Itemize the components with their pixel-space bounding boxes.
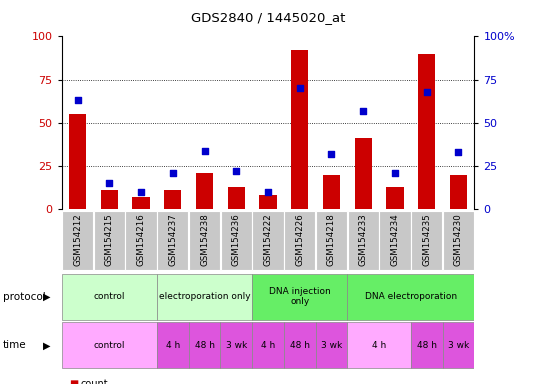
Bar bbox=[196, 173, 213, 209]
Bar bbox=[164, 190, 182, 209]
Point bbox=[391, 170, 399, 176]
Bar bbox=[157, 323, 189, 369]
Text: GSM154215: GSM154215 bbox=[105, 214, 114, 266]
Bar bbox=[125, 210, 157, 270]
Text: GSM154233: GSM154233 bbox=[359, 214, 368, 266]
Bar bbox=[62, 323, 157, 369]
Point bbox=[295, 85, 304, 91]
Bar bbox=[69, 114, 86, 209]
Bar bbox=[379, 210, 411, 270]
Bar bbox=[62, 210, 93, 270]
Text: GSM154238: GSM154238 bbox=[200, 214, 209, 266]
Bar bbox=[418, 54, 435, 209]
Text: GSM154234: GSM154234 bbox=[391, 214, 399, 266]
Text: time: time bbox=[3, 340, 26, 351]
Text: 48 h: 48 h bbox=[416, 341, 437, 350]
Bar bbox=[221, 210, 252, 270]
Bar bbox=[252, 273, 347, 319]
Text: 48 h: 48 h bbox=[195, 341, 214, 350]
Text: count: count bbox=[80, 379, 108, 384]
Bar bbox=[252, 323, 284, 369]
Text: 48 h: 48 h bbox=[290, 341, 310, 350]
Bar bbox=[316, 323, 347, 369]
Text: GSM154218: GSM154218 bbox=[327, 214, 336, 266]
Bar bbox=[220, 323, 252, 369]
Point bbox=[232, 168, 241, 174]
Bar bbox=[347, 323, 411, 369]
Text: DNA electroporation: DNA electroporation bbox=[365, 292, 457, 301]
Point bbox=[168, 170, 177, 176]
Bar bbox=[354, 139, 372, 209]
Text: 4 h: 4 h bbox=[166, 341, 180, 350]
Bar bbox=[132, 197, 150, 209]
Bar bbox=[291, 50, 309, 209]
Text: GSM154212: GSM154212 bbox=[73, 214, 82, 266]
Bar bbox=[443, 210, 474, 270]
Point bbox=[73, 98, 82, 104]
Bar bbox=[386, 187, 404, 209]
Text: GSM154237: GSM154237 bbox=[168, 214, 177, 266]
Bar bbox=[94, 210, 125, 270]
Bar bbox=[189, 210, 220, 270]
Bar bbox=[101, 190, 118, 209]
Point bbox=[264, 189, 272, 195]
Bar bbox=[259, 195, 277, 209]
Text: GSM154222: GSM154222 bbox=[264, 214, 272, 266]
Text: 3 wk: 3 wk bbox=[226, 341, 247, 350]
Text: 4 h: 4 h bbox=[261, 341, 275, 350]
Text: 4 h: 4 h bbox=[372, 341, 386, 350]
Text: control: control bbox=[93, 341, 125, 350]
Bar bbox=[252, 210, 284, 270]
Text: GSM154235: GSM154235 bbox=[422, 214, 431, 266]
Bar bbox=[347, 273, 474, 319]
Bar bbox=[348, 210, 379, 270]
Bar bbox=[157, 210, 188, 270]
Bar bbox=[443, 323, 474, 369]
Text: GDS2840 / 1445020_at: GDS2840 / 1445020_at bbox=[191, 11, 345, 24]
Bar bbox=[450, 175, 467, 209]
Text: ▶: ▶ bbox=[43, 340, 51, 351]
Text: ▶: ▶ bbox=[43, 291, 51, 302]
Bar bbox=[411, 323, 443, 369]
Point bbox=[137, 189, 145, 195]
Bar bbox=[157, 273, 252, 319]
Text: GSM154230: GSM154230 bbox=[454, 214, 463, 266]
Text: 3 wk: 3 wk bbox=[321, 341, 342, 350]
Bar bbox=[284, 210, 315, 270]
Bar bbox=[411, 210, 442, 270]
Text: ■: ■ bbox=[69, 379, 78, 384]
Text: DNA injection
only: DNA injection only bbox=[269, 287, 331, 306]
Bar bbox=[62, 273, 157, 319]
Bar bbox=[284, 323, 316, 369]
Point bbox=[454, 149, 463, 156]
Text: GSM154216: GSM154216 bbox=[137, 214, 145, 266]
Point bbox=[359, 108, 368, 114]
Point bbox=[200, 147, 209, 154]
Text: GSM154226: GSM154226 bbox=[295, 214, 304, 266]
Bar bbox=[227, 187, 245, 209]
Text: control: control bbox=[93, 292, 125, 301]
Text: 3 wk: 3 wk bbox=[448, 341, 469, 350]
Text: electroporation only: electroporation only bbox=[159, 292, 250, 301]
Text: GSM154236: GSM154236 bbox=[232, 214, 241, 266]
Bar bbox=[323, 175, 340, 209]
Point bbox=[422, 89, 431, 95]
Point bbox=[327, 151, 336, 157]
Bar bbox=[189, 323, 220, 369]
Text: protocol: protocol bbox=[3, 291, 46, 302]
Point bbox=[105, 180, 114, 187]
Bar bbox=[316, 210, 347, 270]
